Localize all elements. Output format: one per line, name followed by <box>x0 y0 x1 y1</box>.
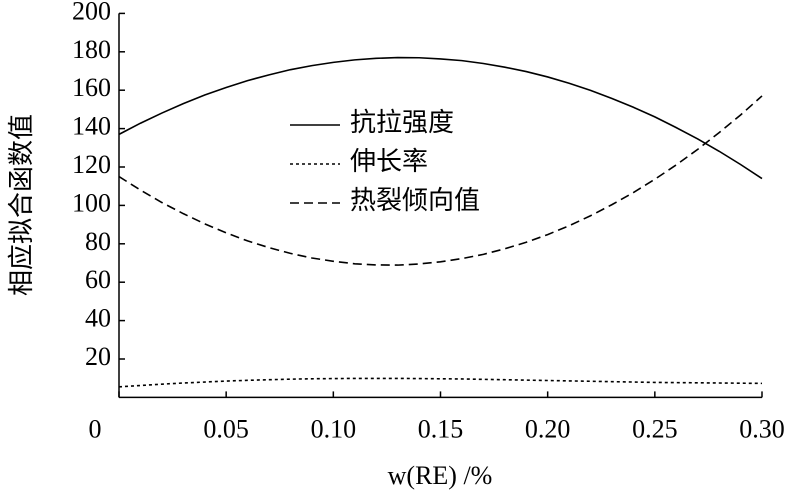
y-tick-label: 180 <box>72 35 111 64</box>
y-tick-label: 120 <box>72 150 111 179</box>
y-tick-label: 40 <box>85 304 111 333</box>
series-line <box>118 377 763 388</box>
x-tick-label: 0.20 <box>525 414 571 443</box>
y-tick-label: 140 <box>72 112 111 141</box>
x-tick-label: 0.25 <box>632 414 678 443</box>
y-tick-label: 80 <box>85 227 111 256</box>
y-tick-label: 160 <box>72 73 111 102</box>
y-tick-label: 100 <box>72 188 111 217</box>
y-tick-label: 60 <box>85 265 111 294</box>
y-axis-label: 相应拟合函数值 <box>7 114 36 296</box>
x-tick-label: 0.10 <box>311 414 357 443</box>
legend-label: 抗拉强度 <box>350 108 454 137</box>
series-line <box>118 56 763 180</box>
x-tick-label: 0.30 <box>739 414 785 443</box>
x-tick-label: 0.15 <box>418 414 464 443</box>
x-tick-label: 0 <box>89 414 102 443</box>
x-tick-label: 0.05 <box>203 414 249 443</box>
legend-label: 热裂倾向值 <box>350 186 480 215</box>
y-tick-label: 200 <box>72 0 111 25</box>
y-tick-label: 20 <box>85 342 111 371</box>
legend-label: 伸长率 <box>350 147 428 176</box>
series-line <box>118 95 763 266</box>
x-axis-label: w(RE) /% <box>388 461 493 490</box>
